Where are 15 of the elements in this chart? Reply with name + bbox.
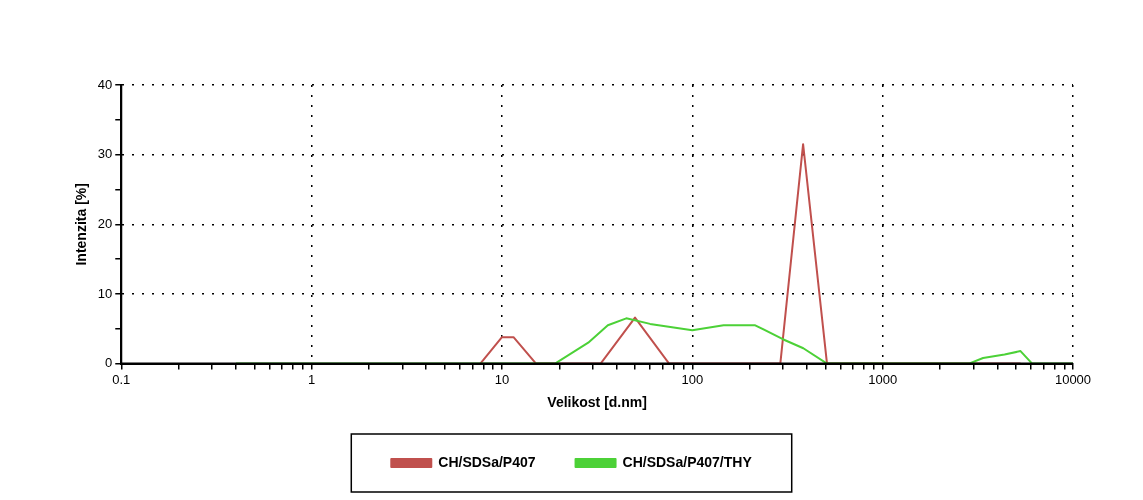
x-tick-label: 10000 xyxy=(1054,371,1092,387)
x-tick-label: 1000 xyxy=(868,371,898,387)
y-tick-label: 30 xyxy=(97,146,113,162)
y-tick-label: 40 xyxy=(97,76,113,92)
y-tick-label: 20 xyxy=(97,215,113,231)
y-tick-label: 10 xyxy=(97,285,113,301)
y-tick-label: 0 xyxy=(105,355,113,371)
x-tick-label: 0.1 xyxy=(112,371,131,387)
x-tick-label: 10 xyxy=(494,371,510,387)
y-axis-title: Intenzita [%] xyxy=(73,183,90,266)
x-axis-title: Velikost [d.nm] xyxy=(547,394,647,411)
legend-label: CH/SDSa/P407 xyxy=(438,453,536,470)
x-tick-label: 100 xyxy=(681,371,704,387)
x-tick-label: 1 xyxy=(307,371,316,387)
legend-label: CH/SDSa/P407/THY xyxy=(622,453,753,470)
